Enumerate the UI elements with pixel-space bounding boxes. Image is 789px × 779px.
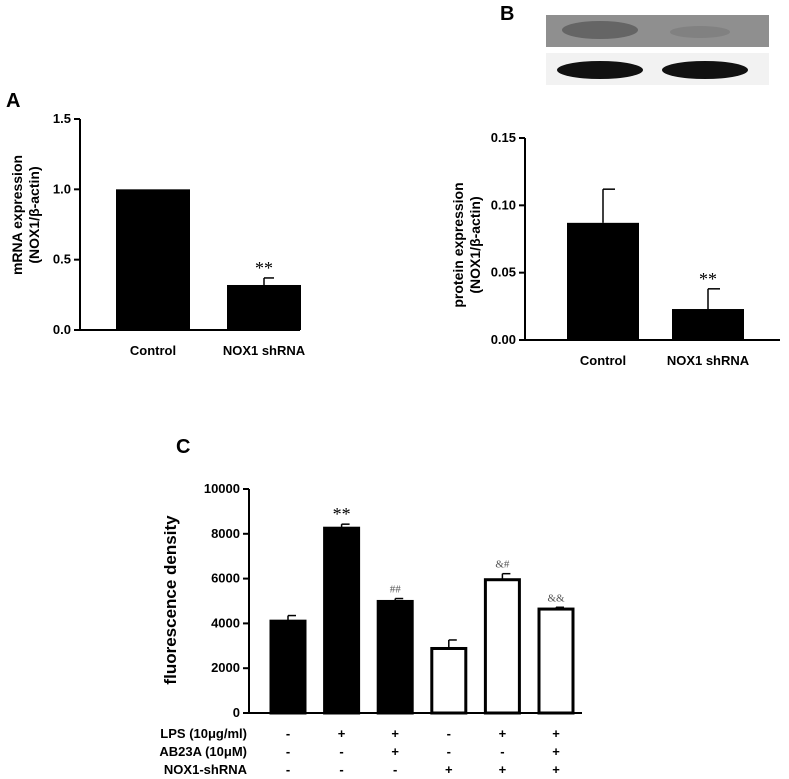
chart-c: 0 2000 4000 6000 8000 10000 ** ## &# && - + + - + + - - + -… bbox=[204, 481, 582, 777]
panel-a-bar bbox=[227, 284, 301, 330]
panel-c-bar bbox=[376, 599, 414, 715]
panel-c-significance-label: ** bbox=[333, 504, 351, 524]
panel-c-ytick-label: 4000 bbox=[211, 615, 240, 630]
condition-sign: - bbox=[339, 762, 343, 777]
condition-sign: + bbox=[552, 762, 560, 777]
panel-a-category-label: Control bbox=[130, 343, 176, 358]
condition-sign: - bbox=[447, 744, 451, 759]
condition-sign: - bbox=[286, 744, 290, 759]
panel-c-significance-label: &# bbox=[495, 559, 510, 571]
panel-b-ytick-label: 0.00 bbox=[491, 332, 516, 347]
condition-sign: + bbox=[552, 726, 560, 741]
panel-c-ytick-label: 0 bbox=[233, 705, 240, 720]
panel-c-bar bbox=[269, 619, 307, 715]
panel-a-ytick-label: 1.0 bbox=[53, 181, 71, 196]
panel-label-c: C bbox=[176, 436, 190, 458]
condition-sign: - bbox=[500, 744, 504, 759]
panel-b-ylabel-line1: protein expression bbox=[450, 182, 466, 307]
panel-b-significance-label: ** bbox=[699, 269, 717, 289]
condition-sign: + bbox=[552, 744, 560, 759]
condition-sign: - bbox=[339, 744, 343, 759]
panel-b-ytick-label: 0.10 bbox=[491, 197, 516, 212]
condition-label-ab23a: AB23A (10μM) bbox=[159, 744, 247, 759]
panel-c-bar bbox=[323, 526, 361, 715]
panel-c-bar bbox=[537, 607, 575, 715]
panel-b-ytick-label: 0.15 bbox=[491, 130, 516, 145]
panel-c-significance-label: ## bbox=[390, 584, 402, 596]
condition-sign: + bbox=[445, 762, 453, 777]
panel-a-category-label: NOX1 shRNA bbox=[223, 343, 306, 358]
condition-sign: - bbox=[393, 762, 397, 777]
panel-c-ytick-label: 6000 bbox=[211, 571, 240, 586]
panel-c-ytick-label: 8000 bbox=[211, 526, 240, 541]
condition-sign: - bbox=[447, 726, 451, 741]
condition-sign: + bbox=[391, 744, 399, 759]
panel-c-ytick-label: 2000 bbox=[211, 660, 240, 675]
chart-a: 0.0 0.5 1.0 1.5 Control ** NOX1 shRNA bbox=[53, 111, 306, 358]
condition-sign: - bbox=[286, 726, 290, 741]
condition-label-lps: LPS (10μg/ml) bbox=[160, 726, 247, 741]
panel-c-bar bbox=[483, 578, 521, 715]
panel-label-b: B bbox=[500, 3, 514, 25]
panel-a-ytick-label: 1.5 bbox=[53, 111, 71, 126]
chart-b: 0.00 0.05 0.10 0.15 Control ** NOX1 shRNA bbox=[491, 130, 780, 368]
panel-b-ylabel-line2: (NOX1/β-actin) bbox=[467, 196, 483, 293]
panel-c-ytick-label: 10000 bbox=[204, 481, 240, 496]
condition-sign: + bbox=[499, 762, 507, 777]
panel-a-ylabel-line1: mRNA expression bbox=[9, 155, 25, 275]
panel-label-a: A bbox=[6, 90, 20, 112]
western-blot-image bbox=[546, 15, 769, 85]
panel-b-bar bbox=[672, 309, 744, 340]
panel-a-significance-label: ** bbox=[255, 258, 273, 278]
condition-sign: + bbox=[499, 726, 507, 741]
panel-c-significance-label: && bbox=[547, 592, 565, 604]
panel-c-bar bbox=[430, 646, 468, 715]
condition-sign: + bbox=[338, 726, 346, 741]
panel-a-ylabel-line2: (NOX1/β-actin) bbox=[26, 166, 42, 263]
panel-b-bar bbox=[567, 222, 639, 340]
panel-a-ytick-label: 0.5 bbox=[53, 252, 71, 267]
panel-b-category-label: NOX1 shRNA bbox=[667, 353, 750, 368]
panel-c-ylabel: fluorescence density bbox=[161, 515, 180, 685]
condition-label-nox1-shrna: NOX1-shRNA bbox=[164, 762, 248, 777]
panel-b-category-label: Control bbox=[580, 353, 626, 368]
condition-sign: - bbox=[286, 762, 290, 777]
panel-b-ytick-label: 0.05 bbox=[491, 265, 516, 280]
condition-sign: + bbox=[391, 726, 399, 741]
panel-a-ytick-label: 0.0 bbox=[53, 322, 71, 337]
panel-a-bar bbox=[116, 189, 190, 330]
